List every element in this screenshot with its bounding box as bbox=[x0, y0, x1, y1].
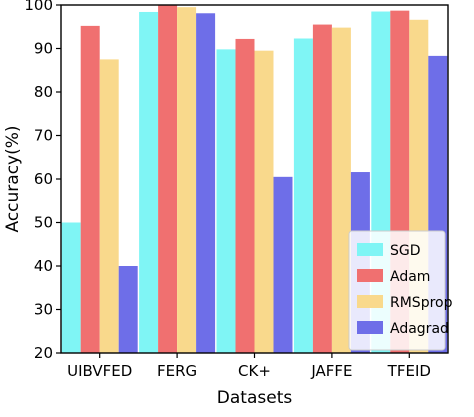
x-tick-label: JAFFE bbox=[310, 362, 352, 380]
x-tick-label: CK+ bbox=[238, 362, 271, 380]
bar-adagrad-ck bbox=[273, 176, 293, 353]
x-tick-label: FERG bbox=[157, 362, 197, 380]
y-tick-label: 70 bbox=[34, 127, 53, 145]
x-axis-ticks: UIBVFED FERG CK+ JAFFE TFEID bbox=[67, 353, 431, 380]
bar-adam-jaffe bbox=[312, 24, 332, 353]
bar-sgd-ck bbox=[216, 49, 236, 354]
bar-rmsprop-jaffe bbox=[331, 27, 351, 354]
legend-swatch-rmsprop bbox=[357, 295, 383, 308]
y-tick-label: 90 bbox=[34, 40, 53, 58]
y-tick-label: 60 bbox=[34, 170, 53, 188]
y-tick-label: 100 bbox=[24, 0, 53, 14]
legend-swatch-adam bbox=[357, 269, 383, 282]
bar-sgd-uibvfed bbox=[61, 222, 81, 353]
legend-swatch-adagrad bbox=[357, 321, 383, 334]
bar-rmsprop-uibvfed bbox=[99, 59, 119, 354]
bar-adagrad-ferg bbox=[196, 13, 216, 354]
legend: SGD Adam RMSprop Adagrad bbox=[348, 230, 453, 351]
legend-label-adam: Adam bbox=[390, 269, 430, 285]
x-tick-label: UIBVFED bbox=[67, 362, 132, 380]
x-axis-label: Datasets bbox=[217, 388, 293, 408]
y-tick-label: 50 bbox=[34, 214, 53, 232]
legend-swatch-sgd bbox=[357, 243, 383, 256]
legend-label-adagrad: Adagrad bbox=[390, 321, 449, 337]
bar-sgd-jaffe bbox=[293, 38, 313, 353]
bar-adam-ferg bbox=[158, 5, 178, 353]
bar-adam-ck bbox=[235, 38, 255, 354]
y-tick-label: 80 bbox=[34, 83, 53, 101]
legend-label-sgd: SGD bbox=[390, 243, 421, 259]
bar-rmsprop-ferg bbox=[177, 7, 197, 354]
y-tick-label: 30 bbox=[34, 301, 53, 319]
y-tick-label: 40 bbox=[34, 257, 53, 275]
bar-adagrad-uibvfed bbox=[118, 266, 138, 353]
bar-adam-uibvfed bbox=[80, 25, 100, 353]
y-axis-ticks: 20 30 40 50 60 70 80 90 100 bbox=[24, 0, 61, 362]
bar-rmsprop-ck bbox=[254, 50, 274, 354]
legend-box bbox=[348, 230, 446, 351]
x-tick-label: TFEID bbox=[387, 362, 431, 380]
legend-label-rmsprop: RMSprop bbox=[390, 295, 453, 311]
y-tick-label: 20 bbox=[34, 344, 53, 362]
bar-sgd-ferg bbox=[139, 11, 159, 354]
y-axis-label: Accuracy(%) bbox=[3, 125, 23, 232]
